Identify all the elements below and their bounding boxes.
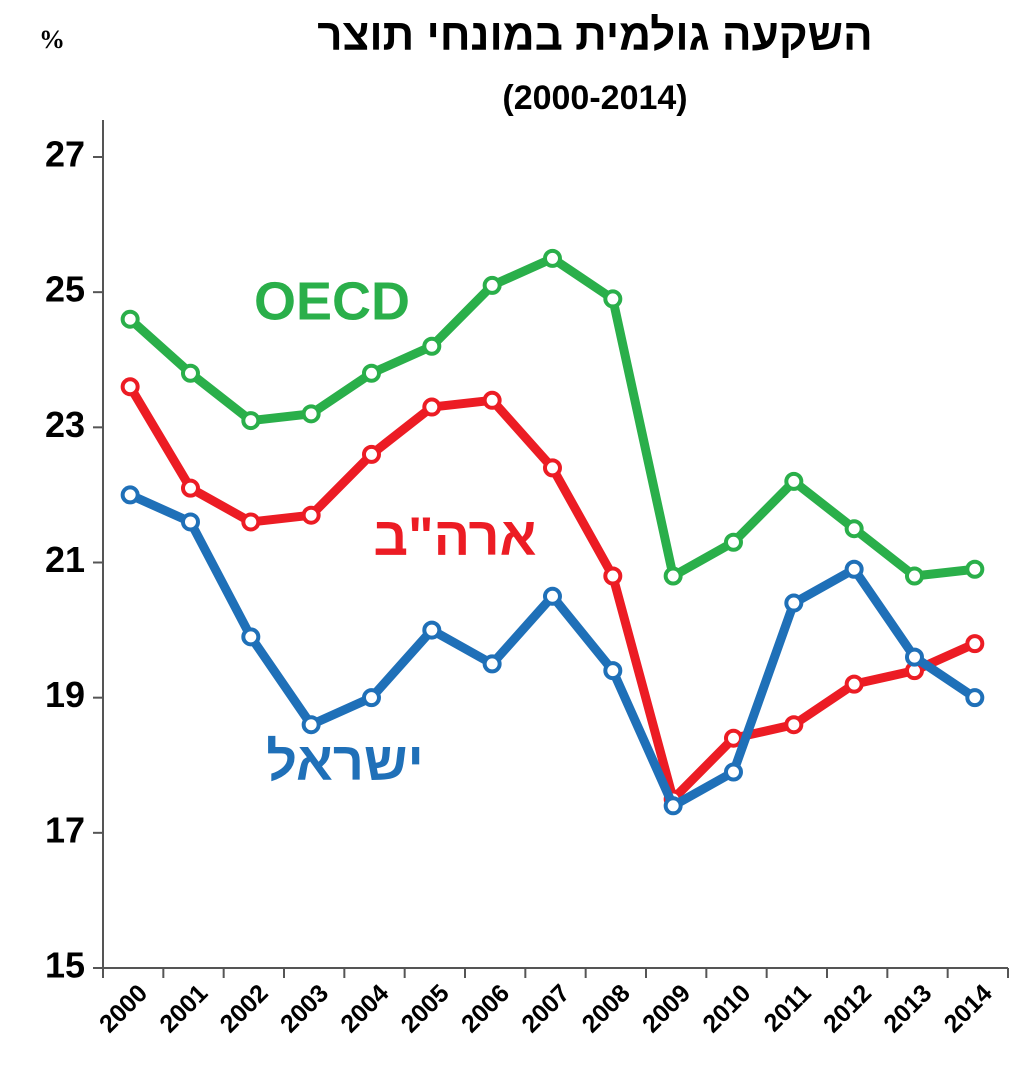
data-point — [965, 559, 985, 579]
y-tick-label: 25 — [45, 269, 85, 310]
data-point — [120, 309, 140, 329]
y-tick-label: 17 — [45, 809, 85, 850]
y-tick-label: 27 — [45, 134, 85, 175]
x-tick-label: 2001 — [154, 979, 213, 1038]
x-tick-label: 2009 — [637, 979, 696, 1038]
data-point — [241, 512, 261, 532]
data-point — [301, 715, 321, 735]
series-label: ישראל — [266, 731, 424, 791]
data-point — [241, 627, 261, 647]
data-point — [603, 566, 623, 586]
x-tick-label: 2010 — [697, 979, 756, 1038]
data-point — [361, 363, 381, 383]
x-tick-label: 2013 — [878, 979, 937, 1038]
y-axis-label: % — [39, 25, 65, 54]
series-label: OECD — [254, 271, 410, 331]
x-tick-label: 2000 — [94, 979, 153, 1038]
data-point — [361, 444, 381, 464]
data-point — [784, 715, 804, 735]
data-point — [723, 532, 743, 552]
chart-subtitle: (2000-2014) — [502, 79, 687, 117]
y-tick-label: 19 — [45, 674, 85, 715]
data-point — [301, 505, 321, 525]
data-point — [422, 336, 442, 356]
x-tick-label: 2011 — [759, 979, 817, 1037]
data-point — [542, 586, 562, 606]
data-point — [965, 634, 985, 654]
data-point — [482, 275, 502, 295]
data-point — [723, 762, 743, 782]
data-point — [482, 390, 502, 410]
data-point — [844, 559, 864, 579]
x-tick-label: 2008 — [577, 979, 636, 1038]
data-point — [784, 471, 804, 491]
data-point — [180, 512, 200, 532]
y-tick-label: 21 — [45, 539, 85, 580]
x-tick-label: 2005 — [396, 979, 455, 1038]
data-point — [180, 363, 200, 383]
data-point — [301, 404, 321, 424]
data-point — [482, 654, 502, 674]
data-point — [120, 377, 140, 397]
data-point — [361, 688, 381, 708]
data-point — [844, 674, 864, 694]
y-tick-label: 23 — [45, 404, 85, 445]
data-point — [603, 289, 623, 309]
data-point — [723, 728, 743, 748]
x-tick-label: 2002 — [215, 979, 274, 1038]
data-point — [904, 566, 924, 586]
x-tick-label: 2004 — [335, 979, 394, 1038]
series-label: ארה"ב — [373, 506, 536, 566]
x-tick-label: 2007 — [516, 979, 575, 1038]
data-point — [422, 397, 442, 417]
data-point — [844, 519, 864, 539]
data-point — [904, 647, 924, 667]
x-tick-label: 2006 — [456, 979, 515, 1038]
data-point — [542, 248, 562, 268]
y-tick-label: 15 — [45, 945, 85, 986]
data-point — [422, 620, 442, 640]
x-tick-label: 2014 — [939, 979, 998, 1038]
data-point — [241, 411, 261, 431]
data-point — [603, 661, 623, 681]
data-point — [180, 478, 200, 498]
data-point — [663, 796, 683, 816]
data-point — [663, 566, 683, 586]
x-tick-label: 2012 — [818, 979, 877, 1038]
data-point — [120, 485, 140, 505]
x-tick-label: 2003 — [275, 979, 334, 1038]
data-point — [965, 688, 985, 708]
series-line — [128, 490, 978, 811]
data-point — [784, 593, 804, 613]
chart-title: השקעה גולמית במונחי תוצר — [317, 11, 873, 60]
data-point — [542, 458, 562, 478]
